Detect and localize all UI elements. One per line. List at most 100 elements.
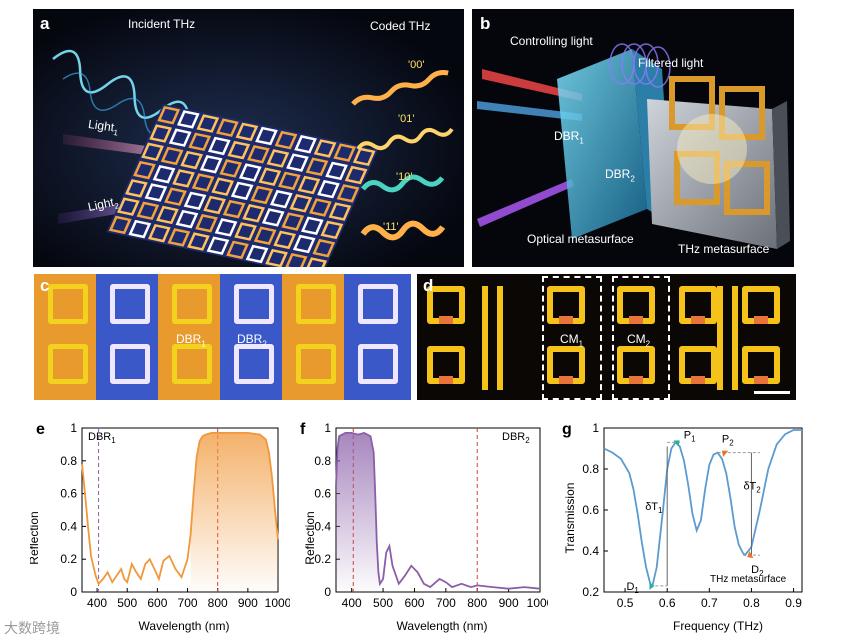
gap-patch: [691, 316, 705, 324]
split-ring: [358, 344, 398, 384]
filtered-light-label: Filtered light: [638, 56, 704, 70]
chart-f-ylabel: Reflection: [303, 511, 317, 564]
meta-atom: [149, 124, 173, 143]
split-ring: [358, 284, 398, 324]
meta-atom: [235, 122, 259, 142]
meta-atom: [136, 201, 160, 221]
meta-atom: [274, 130, 298, 150]
meta-atom: [152, 164, 176, 184]
panel-c-label: c: [40, 276, 50, 295]
x-tick-label: 600: [404, 596, 424, 610]
meta-atom: [305, 157, 329, 176]
split-ring: [172, 284, 212, 324]
gap-patch: [691, 376, 705, 384]
gap-patch: [439, 376, 453, 384]
chart-g-ylabel: Transmission: [563, 483, 577, 554]
chart-e: e Reflection Wavelength (nm) DBR1 400 500…: [30, 421, 290, 633]
meta-atom: [344, 165, 368, 185]
meta-atom: [147, 223, 171, 243]
x-tick-label: 500: [117, 596, 137, 610]
controlling-light-label: Controlling light: [510, 34, 593, 48]
panel-b: b Controlling light Filtered light DBR1 …: [472, 9, 794, 267]
code-01-label: '01': [398, 113, 415, 125]
meta-atom: [206, 236, 230, 255]
meta-atom: [328, 202, 352, 221]
meta-atom: [234, 222, 257, 241]
series-fill: [190, 432, 278, 592]
y-tick-label: 0.8: [582, 462, 599, 476]
chart-e-xlabel: Wavelength (nm): [139, 619, 230, 633]
meta-atom: [116, 197, 140, 216]
x-tick-label: 0.8: [743, 596, 760, 610]
x-tick-label: 900: [238, 596, 258, 610]
panel-b-label: b: [480, 14, 491, 33]
meta-atom: [183, 191, 207, 211]
gap-patch: [559, 376, 573, 384]
split-ring: [296, 284, 336, 324]
meta-atom: [144, 183, 168, 202]
y-tick-label: 0.6: [582, 503, 599, 517]
series-line: [81, 432, 279, 586]
panel-b-illustration: [472, 9, 794, 267]
coded-thz-label: Coded THz: [370, 19, 431, 33]
meta-atom: [157, 105, 181, 125]
series-line: [603, 429, 802, 588]
arrow-head: [673, 440, 680, 447]
y-tick-label: 0.6: [60, 487, 77, 501]
chart-g-dt2-label: δT2: [743, 481, 761, 495]
gap-patch: [629, 316, 643, 324]
chart-g-d2-label: D2: [751, 564, 764, 578]
meta-atom: [227, 140, 251, 160]
meta-atom: [286, 153, 309, 172]
x-tick-label: 400: [87, 596, 107, 610]
y-tick-label: 1: [324, 421, 331, 435]
meta-atom: [188, 132, 212, 152]
meta-atom: [255, 126, 278, 146]
split-ring: [48, 344, 88, 384]
series-line: [335, 431, 541, 590]
meta-atom: [250, 185, 274, 205]
cm2-box: [612, 276, 670, 400]
x-tick-label: 700: [436, 596, 456, 610]
y-tick-label: 0.4: [582, 544, 599, 558]
chart-e-label: e: [36, 421, 45, 438]
chart-f: f Reflection Wavelength (nm) DBR2 400 500…: [300, 421, 548, 633]
meta-atom: [216, 118, 239, 137]
meta-atom: [325, 161, 348, 181]
chart-f-xlabel: Wavelength (nm): [397, 619, 488, 633]
meta-atom: [203, 195, 226, 215]
meta-atom: [207, 136, 231, 156]
gap-patch: [629, 376, 643, 384]
meta-atom: [265, 248, 288, 267]
meta-atom: [266, 149, 290, 168]
meta-atom: [269, 189, 293, 209]
code-11-label: '11': [383, 221, 399, 233]
chart-g-label: g: [562, 421, 572, 438]
meta-atom: [247, 145, 270, 164]
meta-atom: [125, 179, 148, 198]
meta-atom: [222, 199, 246, 219]
chart-g-p2-label: P2: [722, 434, 734, 448]
panel-a-illustration: [33, 9, 464, 267]
panel-a: a Incident THz Coded THz '00' '01' '10' …: [33, 9, 464, 267]
meta-atom: [261, 208, 285, 227]
plot-frame: [81, 427, 279, 593]
dbr1-label: DBR1: [554, 129, 584, 146]
y-tick-label: 0.4: [314, 519, 331, 533]
chart-g-xlabel: Frequency (THz): [673, 619, 763, 633]
x-tick-label: 400: [342, 596, 362, 610]
metal-bar: [497, 286, 503, 390]
y-tick-label: 0.2: [60, 552, 77, 566]
meta-atom: [176, 110, 200, 129]
x-tick-label: 1000: [265, 596, 290, 610]
chart-g-dt1-label: δT1: [645, 501, 663, 515]
split-ring: [172, 344, 212, 384]
meta-atom: [333, 143, 356, 162]
panel-d: d CM1 CM2: [417, 274, 796, 400]
chart-f-label: f: [300, 421, 306, 438]
dbr2-label: DBR2: [605, 167, 635, 184]
dbr2-region-label: DBR2: [237, 332, 267, 349]
arrow-head: [649, 581, 655, 590]
gap-patch: [439, 316, 453, 324]
y-tick-label: 0.6: [314, 487, 331, 501]
